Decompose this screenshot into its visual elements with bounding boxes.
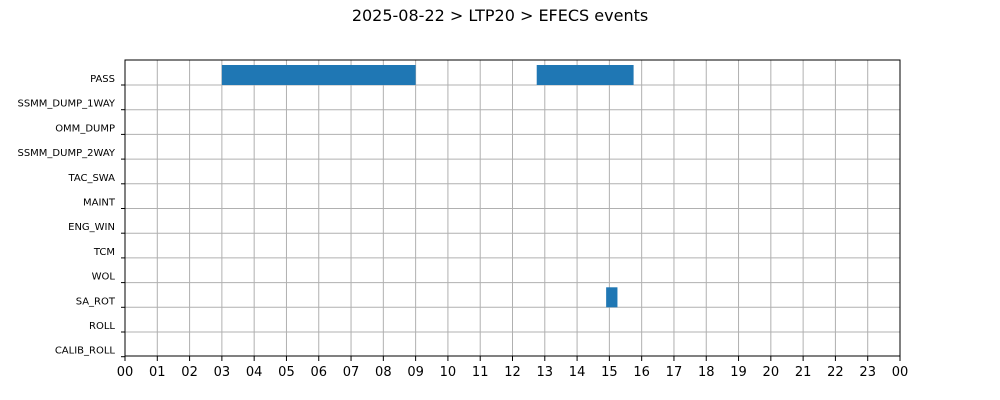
event-bar-pass [221,65,416,85]
y-tick-label: TCM [93,247,115,258]
x-tick-label: 07 [343,365,360,380]
y-tick-label: CALIB_ROLL [55,346,116,357]
x-tick-label: 15 [601,365,618,380]
y-tick-label: TAC_SWA [67,173,115,184]
y-tick-label: ROLL [89,321,115,332]
x-tick-label: 21 [795,365,812,380]
y-tick-label: OMM_DUMP [55,123,115,134]
x-tick-label: 06 [310,365,327,380]
event-bar-sa-rot [606,287,618,308]
x-tick-label: 10 [440,365,457,380]
y-tick-label: SA_ROT [76,296,116,307]
x-tick-label: 23 [859,365,876,380]
x-tick-label: 08 [375,365,392,380]
x-tick-label: 16 [633,365,650,380]
x-tick-label: 17 [666,365,683,380]
y-tick-label: SSMM_DUMP_2WAY [17,148,115,159]
x-tick-label: 04 [246,365,263,380]
y-tick-label: SSMM_DUMP_1WAY [17,99,115,110]
x-tick-label: 09 [407,365,424,380]
x-tick-label: 01 [149,365,166,380]
x-tick-label: 22 [827,365,844,380]
grid [125,60,900,356]
x-axis: 00 01 02 03 04 05 06 07 08 09 10 11 12 13 14 15 16 17 18 19… [117,356,909,380]
x-tick-label: 14 [569,365,586,380]
event-bars [221,65,634,308]
y-tick-label: PASS [90,74,115,85]
x-tick-label: 02 [181,365,198,380]
x-tick-label: 19 [730,365,747,380]
y-tick-label: ENG_WIN [68,222,115,233]
x-tick-label: 03 [214,365,231,380]
x-tick-label: 11 [472,365,489,380]
x-tick-label: 00 [892,365,909,380]
x-tick-label: 20 [763,365,780,380]
x-tick-label: 13 [537,365,554,380]
x-tick-label: 12 [504,365,521,380]
y-tick-label: WOL [92,272,116,283]
event-bar-pass [536,65,634,85]
chart-title: 2025-08-22 > LTP20 > EFECS events [351,6,649,25]
y-axis: PASS SSMM_DUMP_1WAY OMM_DUMP SSMM_DUMP_2WAY… [17,74,125,358]
x-tick-label: 00 [117,365,134,380]
x-tick-label: 05 [278,365,295,380]
y-tick-label: MAINT [83,198,116,209]
x-tick-label: 18 [698,365,715,380]
